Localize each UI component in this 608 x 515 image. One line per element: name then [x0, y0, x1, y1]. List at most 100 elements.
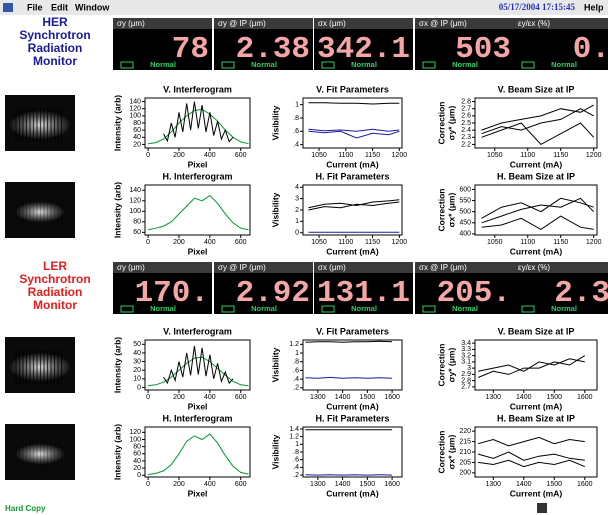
menu-help[interactable]: Help: [584, 2, 604, 12]
y-tick-label: 2.8: [461, 98, 471, 105]
plot-line: [478, 459, 585, 468]
section-title: Radiation: [28, 285, 83, 299]
y-tick-label: 2.3: [461, 134, 471, 141]
y-axis-label: Correction: [436, 102, 446, 145]
y-tick-label: .4: [293, 464, 299, 471]
x-tick-label: 1100: [338, 152, 353, 159]
section-title: HER: [42, 15, 68, 29]
readout-display: [314, 29, 413, 70]
readout-status: Normal: [551, 60, 577, 69]
y-tick-label: 40: [133, 458, 141, 465]
plot-line: [477, 451, 585, 461]
plot-frame: [144, 184, 251, 236]
y-tick-label: 550: [459, 197, 471, 204]
y-tick-label: 40: [133, 350, 141, 357]
readout-header: [113, 18, 212, 29]
menu-file[interactable]: File: [27, 2, 43, 12]
y-axis-label: Visibility: [270, 347, 280, 382]
y-tick-label: 1.2: [289, 433, 299, 440]
x-tick-label: 1300: [486, 394, 502, 401]
x-tick-label: 0: [146, 394, 150, 401]
x-tick-label: 1300: [486, 481, 502, 488]
plot-line: [308, 199, 400, 209]
plot-title: H. Interferogram: [162, 171, 232, 181]
y-tick-label: 0: [137, 384, 141, 391]
status-icon: [221, 61, 235, 69]
readout-display: [415, 273, 514, 314]
plot-title: H. Interferogram: [162, 413, 232, 423]
readout-display: [514, 29, 608, 70]
x-tick-label: 1100: [520, 152, 535, 159]
plot-frame: [302, 97, 403, 149]
x-tick-label: 1400: [516, 481, 532, 488]
readout-label: σx @ IP (μm): [419, 263, 467, 272]
plot-title: V. Interferogram: [163, 326, 232, 336]
readout-status: Normal: [351, 60, 377, 69]
y-axis-label: Intensity (arb): [112, 182, 122, 238]
readout-header: [214, 262, 313, 273]
readout-header: [514, 18, 608, 29]
menu-edit[interactable]: Edit: [51, 2, 68, 12]
x-axis-label: Current (mA): [510, 488, 563, 498]
x-axis-label: Current (mA): [326, 246, 379, 256]
y-tick-label: 20: [133, 465, 141, 472]
readout-label: εy/εx (%): [518, 19, 550, 28]
y-tick-label: 210: [459, 449, 471, 456]
plot-title: V. Beam Size at IP: [498, 326, 575, 336]
y-tick-label: 100: [129, 113, 141, 120]
readout-label: σy (μm): [117, 263, 145, 272]
y-tick-label: 3: [467, 365, 471, 372]
y-tick-label: .8: [293, 359, 299, 366]
section-title: Monitor: [33, 54, 77, 68]
x-tick-label: 1050: [311, 152, 327, 159]
y-tick-label: 100: [129, 208, 141, 215]
y-axis-label: Correction: [436, 189, 446, 232]
readout-status: Normal: [150, 304, 176, 313]
menu-bar: [0, 0, 608, 15]
plot-frame: [144, 97, 251, 149]
plot-line: [481, 104, 594, 131]
section-title: LER: [43, 259, 67, 273]
y-tick-label: 2.2: [461, 141, 471, 148]
readout-value: 78: [172, 32, 209, 67]
plot-title: V. Fit Parameters: [316, 84, 389, 94]
y-tick-label: 215: [459, 438, 471, 445]
y-tick-label: 3.1: [461, 359, 471, 366]
x-tick-label: 200: [173, 239, 185, 246]
x-tick-label: 1500: [547, 394, 563, 401]
y-tick-label: 60: [133, 451, 141, 458]
readout-display: [214, 273, 313, 314]
x-tick-label: 1200: [392, 152, 408, 159]
readout-status: Normal: [452, 60, 478, 69]
x-axis-label: Current (mA): [510, 401, 563, 411]
y-tick-label: 140: [129, 187, 141, 194]
y-tick-label: .8: [293, 115, 299, 122]
x-tick-label: 0: [146, 239, 150, 246]
readout-display: [314, 273, 413, 314]
plot-line: [308, 130, 400, 139]
plot-title: H. Beam Size at IP: [497, 413, 575, 423]
y-tick-label: .2: [293, 472, 299, 479]
status-icon: [422, 305, 436, 313]
plot-line: [148, 108, 249, 145]
y-tick-label: 20: [133, 141, 141, 148]
readout-header: [113, 262, 212, 273]
y-tick-label: 220: [459, 428, 471, 435]
y-tick-label: 30: [133, 358, 141, 365]
x-axis-label: Pixel: [188, 488, 208, 498]
x-tick-label: 1600: [577, 394, 593, 401]
plot-title: H. Fit Parameters: [315, 171, 389, 181]
plot-line: [308, 201, 400, 211]
x-axis-label: Current (mA): [510, 159, 563, 169]
y-tick-label: 600: [459, 186, 471, 193]
plot-line: [305, 376, 393, 379]
y-tick-label: 60: [133, 127, 141, 134]
readout-status: Normal: [452, 304, 478, 313]
x-axis-label: Current (mA): [326, 488, 379, 498]
hard-copy[interactable]: Hard Copy: [5, 504, 46, 513]
y-axis-label: σx* (μm): [446, 435, 456, 470]
menu-window[interactable]: Window: [75, 2, 110, 12]
readout-value: 131.1: [317, 276, 410, 311]
y-tick-label: 0: [137, 472, 141, 479]
plot-line: [148, 433, 249, 475]
